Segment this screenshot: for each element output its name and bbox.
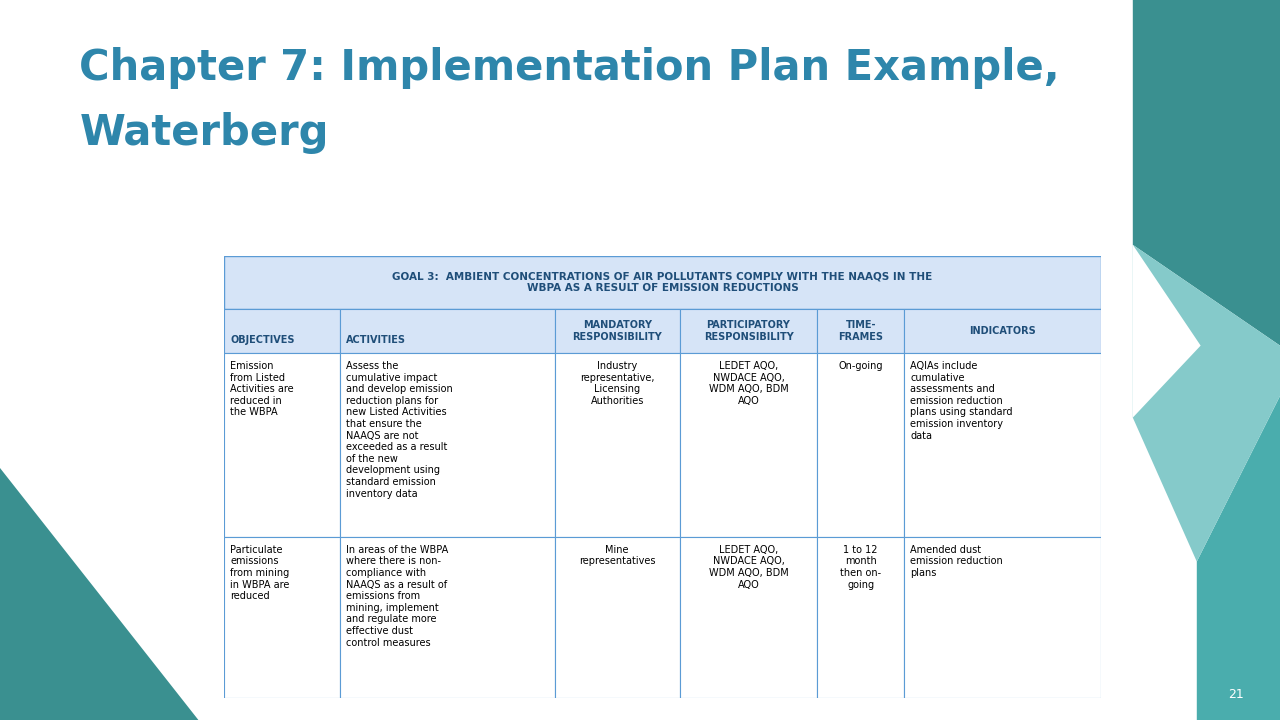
- Bar: [554, 537, 680, 698]
- Text: Chapter 7: Implementation Plan Example,: Chapter 7: Implementation Plan Example,: [79, 47, 1060, 89]
- Text: TIME-
FRAMES: TIME- FRAMES: [838, 320, 883, 342]
- Text: LEDET AQO,
NWDACE AQO,
WDM AQO, BDM
AQO: LEDET AQO, NWDACE AQO, WDM AQO, BDM AQO: [709, 361, 788, 406]
- Text: Emission
from Listed
Activities are
reduced in
the WBPA: Emission from Listed Activities are redu…: [230, 361, 294, 418]
- Text: Waterberg: Waterberg: [79, 112, 329, 153]
- Bar: [340, 353, 554, 537]
- Text: AQIAs include
cumulative
assessments and
emission reduction
plans using standard: AQIAs include cumulative assessments and…: [910, 361, 1012, 441]
- Polygon shape: [0, 468, 198, 720]
- Text: GOAL 3:  AMBIENT CONCENTRATIONS OF AIR POLLUTANTS COMPLY WITH THE NAAQS IN THE
W: GOAL 3: AMBIENT CONCENTRATIONS OF AIR PO…: [392, 271, 933, 293]
- Bar: [904, 537, 1101, 698]
- Bar: [680, 353, 818, 537]
- Bar: [904, 353, 1101, 537]
- Bar: [818, 309, 904, 353]
- Text: Industry
representative,
Licensing
Authorities: Industry representative, Licensing Autho…: [580, 361, 654, 406]
- Text: OBJECTIVES: OBJECTIVES: [230, 335, 294, 345]
- Bar: [904, 309, 1101, 353]
- Polygon shape: [1133, 245, 1201, 418]
- Text: Assess the
cumulative impact
and develop emission
reduction plans for
new Listed: Assess the cumulative impact and develop…: [347, 361, 453, 498]
- Text: 21: 21: [1229, 688, 1244, 701]
- Bar: [340, 537, 554, 698]
- Bar: [340, 309, 554, 353]
- Bar: [680, 309, 818, 353]
- Bar: [554, 309, 680, 353]
- Bar: [818, 353, 904, 537]
- Text: MANDATORY
RESPONSIBILITY: MANDATORY RESPONSIBILITY: [572, 320, 662, 342]
- Text: INDICATORS: INDICATORS: [969, 326, 1036, 336]
- Text: Particulate
emissions
from mining
in WBPA are
reduced: Particulate emissions from mining in WBP…: [230, 545, 289, 601]
- Text: PARTICIPATORY
RESPONSIBILITY: PARTICIPATORY RESPONSIBILITY: [704, 320, 794, 342]
- Text: ACTIVITIES: ACTIVITIES: [347, 335, 406, 345]
- Bar: [224, 309, 340, 353]
- Polygon shape: [1133, 0, 1280, 346]
- Bar: [818, 537, 904, 698]
- Bar: [680, 537, 818, 698]
- Text: 1 to 12
month
then on-
going: 1 to 12 month then on- going: [840, 545, 881, 590]
- Polygon shape: [1197, 396, 1280, 720]
- Text: In areas of the WBPA
where there is non-
compliance with
NAAQS as a result of
em: In areas of the WBPA where there is non-…: [347, 545, 448, 647]
- Bar: [224, 353, 340, 537]
- Text: Mine
representatives: Mine representatives: [579, 545, 655, 567]
- Polygon shape: [1133, 245, 1280, 562]
- Text: Amended dust
emission reduction
plans: Amended dust emission reduction plans: [910, 545, 1002, 578]
- Text: LEDET AQO,
NWDACE AQO,
WDM AQO, BDM
AQO: LEDET AQO, NWDACE AQO, WDM AQO, BDM AQO: [709, 545, 788, 590]
- Bar: [554, 353, 680, 537]
- Text: On-going: On-going: [838, 361, 883, 371]
- Bar: [224, 256, 1101, 309]
- Bar: [224, 537, 340, 698]
